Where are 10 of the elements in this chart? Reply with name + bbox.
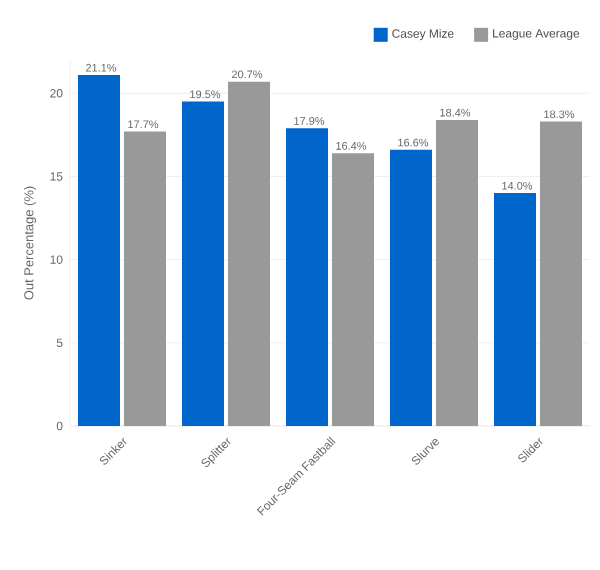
bar <box>227 81 270 426</box>
bar <box>390 149 433 426</box>
bar <box>182 101 225 426</box>
bar <box>539 121 582 426</box>
bar <box>123 131 166 426</box>
bar <box>435 119 478 426</box>
bar <box>286 128 329 426</box>
bar <box>78 74 121 426</box>
bar <box>331 153 374 426</box>
bar <box>494 193 537 426</box>
